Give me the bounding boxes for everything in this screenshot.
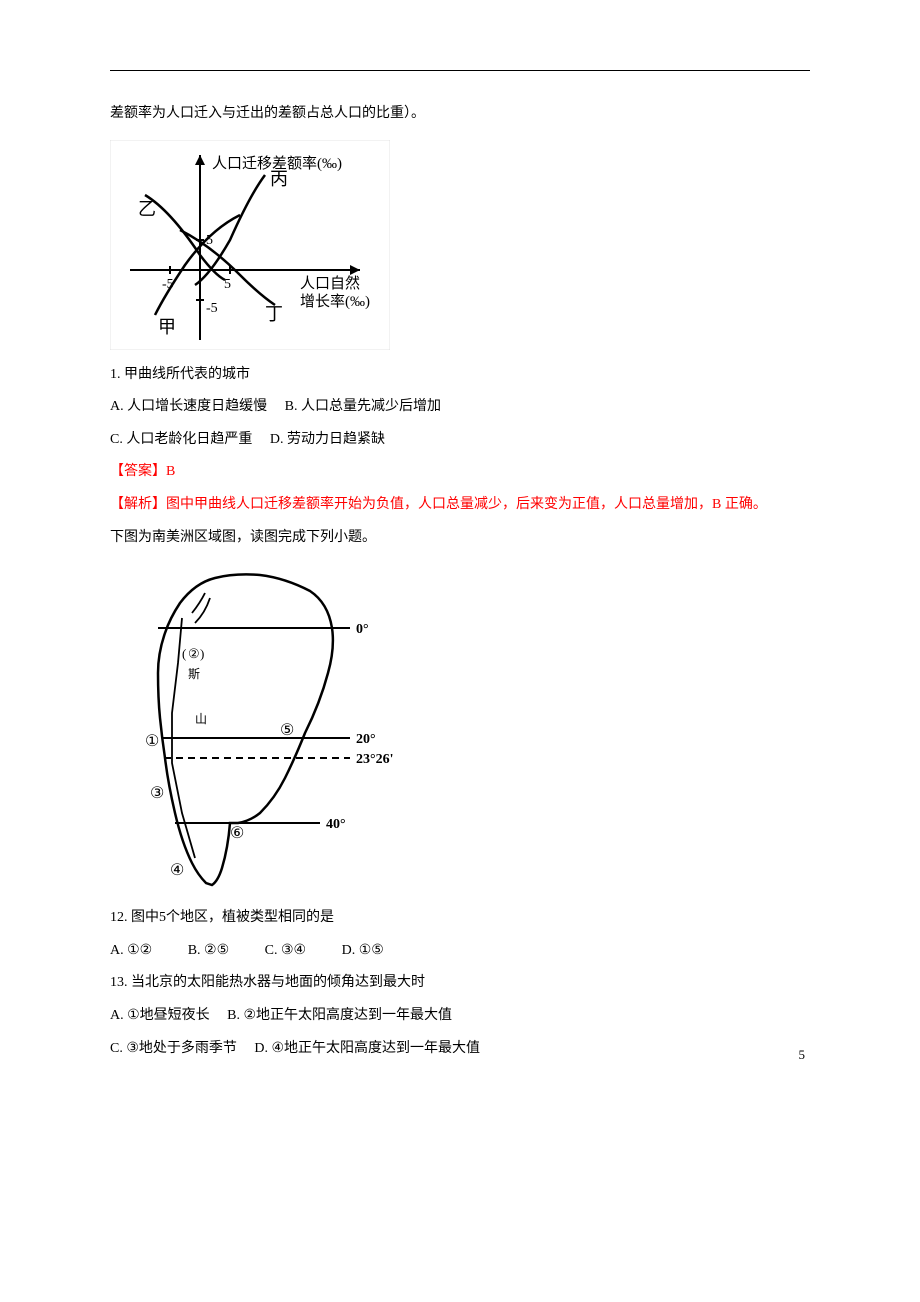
lat-40: 40° [326, 817, 346, 832]
intro-fragment: 差额率为人口迁入与迁出的差额占总人口的比重）。 [110, 101, 810, 128]
svg-text:): ) [200, 646, 204, 661]
q12-opt-a: A. ①② [110, 943, 152, 958]
lat-0: 0° [356, 622, 369, 637]
answer-label: 【答案】 [110, 464, 166, 479]
q1-answer: 【答案】B [110, 459, 810, 486]
tick-yneg5: -5 [206, 301, 218, 316]
lat-2326: 23°26' [356, 752, 394, 767]
andes-label: 斯 [188, 667, 200, 681]
q1-stem: 1. 甲曲线所代表的城市 [110, 362, 810, 389]
header-rule [110, 70, 810, 71]
explain-label: 【解析】 [110, 497, 166, 512]
q1-opt-d: D. 劳动力日趋紧缺 [270, 432, 385, 447]
q13-opt-c: C. ③地处于多雨季节 [110, 1041, 237, 1056]
curve-jia-label: 甲 [158, 317, 176, 337]
lat-20: 20° [356, 732, 376, 747]
q12-options: A. ①② B. ②⑤ C. ③④ D. ①⑤ [110, 938, 810, 965]
q12-opt-d: D. ①⑤ [342, 943, 384, 958]
page-number: 5 [799, 1043, 806, 1068]
q2-intro: 下图为南美洲区域图，读图完成下列小题。 [110, 525, 810, 552]
x-axis-label-2: 增长率(‰) [300, 293, 370, 310]
map-mark-1: ① [145, 733, 159, 750]
explain-text: 图中甲曲线人口迁移差额率开始为负值，人口总量减少，后来变为正值，人口总量增加，B… [166, 497, 767, 512]
q13-opt-b: B. ②地正午太阳高度达到一年最大值 [227, 1008, 452, 1023]
map-south-america: ( ② ) 0° 20° 23°26' 40° ① ⑤ ③ ④ ⑥ 斯 山 [110, 563, 810, 893]
q13-options-row2: C. ③地处于多雨季节 D. ④地正午太阳高度达到一年最大值 [110, 1036, 810, 1063]
q1-explain: 【解析】图中甲曲线人口迁移差额率开始为负值，人口总量减少，后来变为正值，人口总量… [110, 492, 810, 519]
x-axis-label-1: 人口自然 [300, 275, 360, 292]
map-mark-2-paren: ( [182, 646, 186, 661]
q1-opt-a: A. 人口增长速度日趋缓慢 [110, 399, 267, 414]
q12-opt-c: C. ③④ [265, 943, 306, 958]
q13-options-row1: A. ①地昼短夜长 B. ②地正午太阳高度达到一年最大值 [110, 1003, 810, 1030]
map-mark-3: ③ [150, 785, 164, 802]
q13-opt-a: A. ①地昼短夜长 [110, 1008, 210, 1023]
q1-opt-b: B. 人口总量先减少后增加 [285, 399, 441, 414]
curve-ding-label: 丁 [265, 304, 283, 324]
map-mark-2: ② [188, 646, 200, 661]
q12-opt-b: B. ②⑤ [188, 943, 229, 958]
svg-text:山: 山 [195, 712, 207, 726]
q1-options-row2: C. 人口老龄化日趋严重 D. 劳动力日趋紧缺 [110, 427, 810, 454]
map-mark-4: ④ [170, 862, 184, 879]
q1-opt-c: C. 人口老龄化日趋严重 [110, 432, 252, 447]
map-mark-6: ⑥ [230, 825, 244, 842]
q13-opt-d: D. ④地正午太阳高度达到一年最大值 [254, 1041, 480, 1056]
q13-stem: 13. 当北京的太阳能热水器与地面的倾角达到最大时 [110, 970, 810, 997]
map-mark-5: ⑤ [280, 722, 294, 739]
curve-bing-label: 丙 [270, 169, 288, 189]
q1-options-row1: A. 人口增长速度日趋缓慢 B. 人口总量先减少后增加 [110, 394, 810, 421]
answer-value: B [166, 464, 175, 479]
curve-yi-label: 乙 [138, 199, 156, 219]
q12-stem: 12. 图中5个地区，植被类型相同的是 [110, 905, 810, 932]
chart-migration: 人口迁移差额率(‰) 人口自然 增长率(‰) -5 5 5 -5 乙 丙 甲 丁 [110, 140, 810, 350]
